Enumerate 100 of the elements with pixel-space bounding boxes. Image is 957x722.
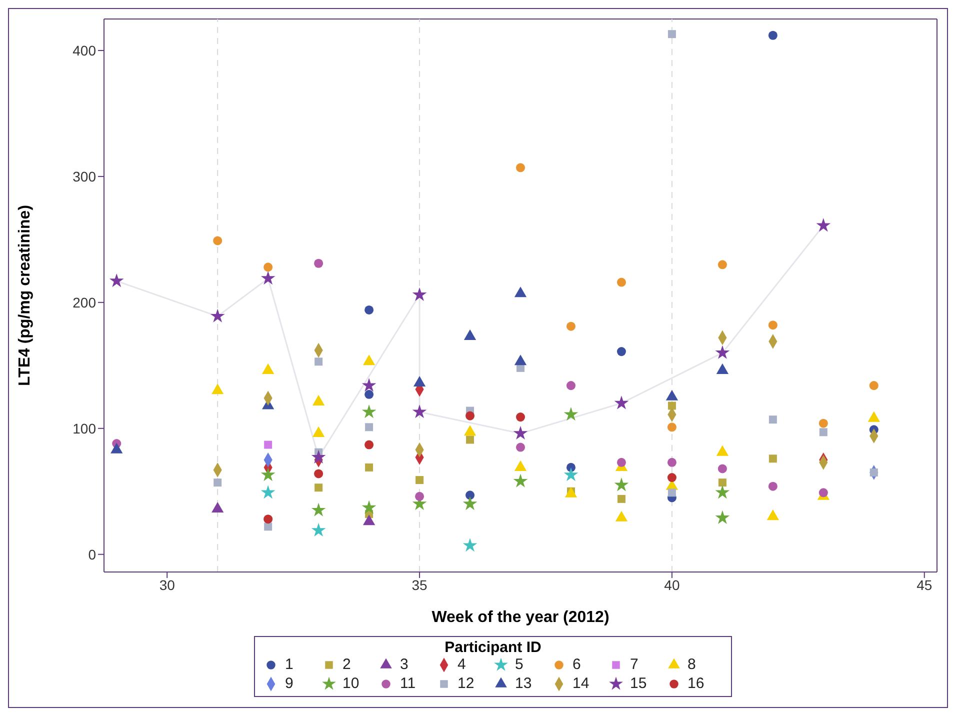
legend-label: 1 [285, 656, 294, 673]
point [311, 502, 326, 516]
legend-label: 13 [515, 675, 532, 692]
point [462, 538, 478, 552]
point [462, 496, 478, 510]
point [314, 469, 324, 478]
legend-label: 11 [400, 675, 416, 692]
point [260, 270, 276, 285]
y-axis-title: LTE4 (pg/mg creatinine) [16, 204, 34, 386]
point [214, 478, 222, 487]
point [464, 425, 476, 436]
point [566, 381, 576, 390]
point [616, 278, 626, 287]
point [564, 467, 578, 482]
legend-label: 9 [285, 675, 294, 692]
point [516, 163, 526, 172]
x-tick-label: 35 [412, 576, 428, 593]
point [667, 422, 676, 432]
point [668, 402, 676, 410]
point [869, 381, 878, 390]
point [564, 406, 578, 421]
point [667, 473, 676, 482]
point [364, 390, 374, 399]
point [818, 418, 828, 428]
legend-label: 12 [458, 675, 474, 692]
y-tick-label: 100 [72, 420, 96, 436]
legend-title: Participant ID [444, 639, 542, 656]
point [212, 502, 224, 513]
x-tick-label: 40 [664, 576, 680, 593]
point [564, 486, 578, 498]
x-tick-label: 45 [916, 576, 932, 593]
point [516, 442, 526, 452]
point [718, 464, 727, 474]
point [715, 510, 730, 524]
point [364, 305, 374, 314]
point [668, 30, 676, 38]
point [514, 354, 527, 366]
point [213, 236, 222, 246]
y-tick-label: 300 [72, 168, 96, 184]
point [311, 522, 326, 537]
point [514, 286, 527, 298]
point [413, 376, 426, 387]
point [566, 322, 576, 331]
point [819, 428, 828, 436]
point [516, 412, 526, 422]
legend-label: 10 [342, 675, 360, 692]
legend-label: 4 [458, 656, 466, 673]
point [466, 411, 475, 420]
point [264, 262, 273, 272]
legend-label: 6 [572, 656, 581, 673]
point [109, 273, 124, 288]
legend-label: 16 [688, 675, 704, 692]
point [212, 384, 224, 394]
legend-label: 5 [515, 656, 524, 673]
x-tick-label: 30 [159, 576, 176, 593]
point [415, 492, 424, 501]
point [766, 510, 780, 520]
point [716, 445, 729, 456]
point [416, 476, 424, 484]
point [365, 423, 374, 432]
point [616, 458, 626, 467]
point [615, 510, 628, 522]
point [718, 478, 726, 487]
point [314, 484, 323, 492]
point [616, 347, 626, 356]
point [718, 260, 727, 270]
point [667, 458, 676, 467]
point [260, 485, 276, 499]
point [513, 474, 528, 488]
legend-label: 15 [630, 675, 647, 692]
point [614, 396, 629, 410]
point [513, 426, 528, 440]
legend-label: 8 [688, 656, 696, 673]
point [365, 463, 374, 472]
point [110, 442, 123, 454]
point [818, 488, 828, 498]
point [412, 404, 427, 418]
point [816, 218, 831, 232]
point [362, 354, 376, 366]
point [362, 514, 376, 526]
x-axis-title: Week of the year (2012) [432, 609, 610, 626]
point [314, 358, 323, 366]
point [412, 287, 427, 301]
point [868, 411, 880, 422]
point [715, 345, 730, 359]
point [364, 440, 374, 450]
point [362, 404, 376, 418]
point [264, 440, 272, 449]
point [768, 320, 778, 330]
point [715, 485, 730, 499]
point [614, 478, 629, 492]
point [768, 482, 778, 491]
point [617, 494, 626, 503]
point [362, 378, 376, 392]
point [768, 416, 777, 424]
legend-label: 7 [630, 656, 638, 673]
legend-label: 14 [572, 675, 590, 692]
point [768, 30, 778, 40]
point [668, 488, 676, 497]
point [264, 522, 272, 531]
